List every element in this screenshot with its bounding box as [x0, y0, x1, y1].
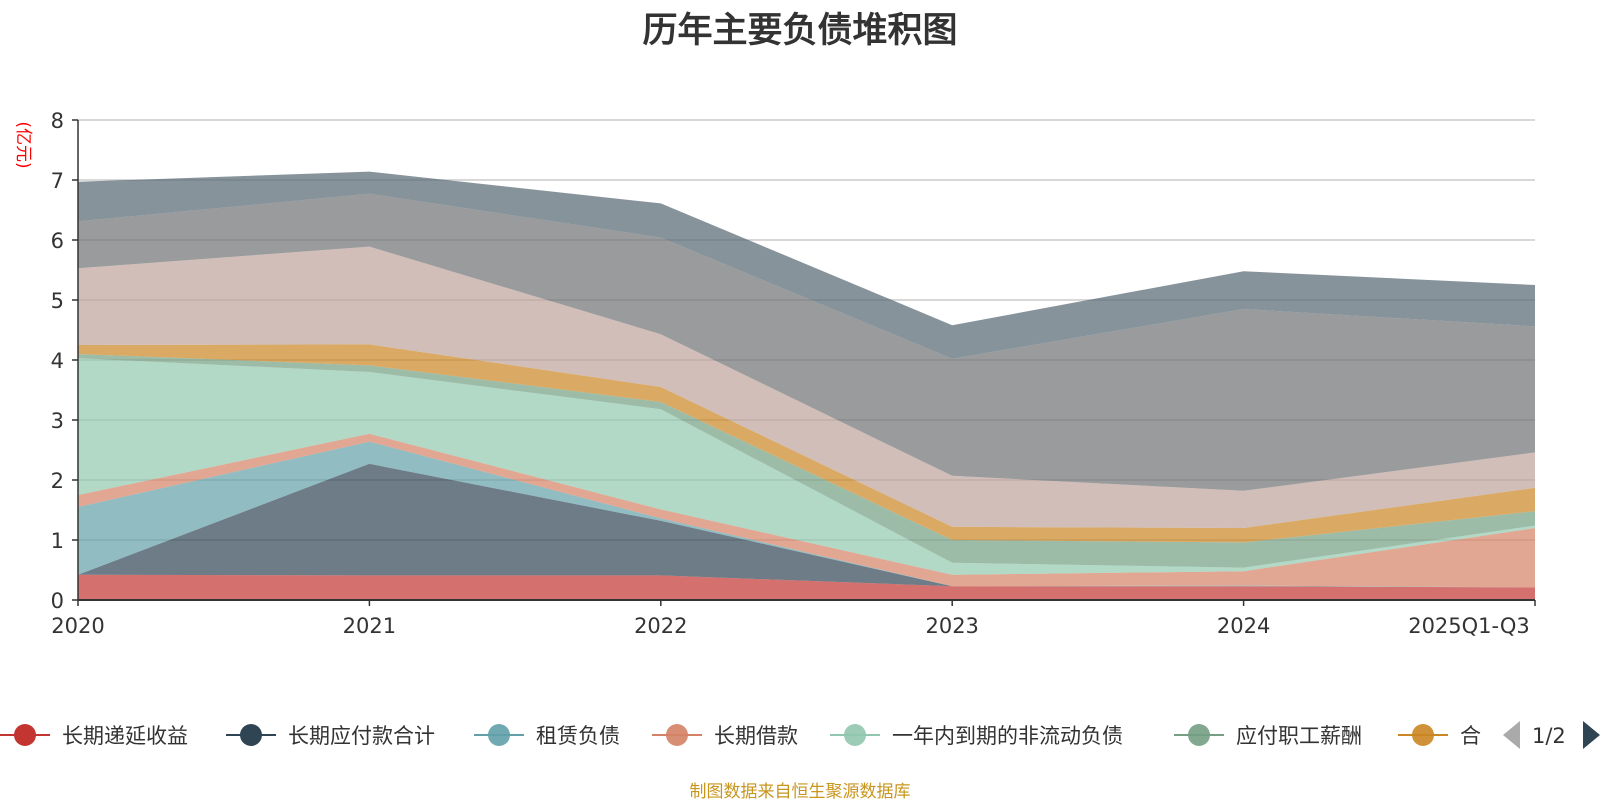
legend-label: 一年内到期的非流动负债: [892, 724, 1123, 748]
y-tick-label: 1: [51, 529, 64, 553]
legend-item-合[interactable]: 合: [1398, 724, 1481, 748]
legend: 长期递延收益 长期应付款合计 租赁负债 长期借款 一年内到期的非流动负债 应付职工薪酬 合 1…: [0, 721, 1600, 749]
legend-label: 长期递延收益: [62, 724, 188, 748]
area-series-应付票据及应付账款[interactable]: [78, 246, 1535, 528]
legend-label: 合: [1460, 724, 1481, 748]
legend-item-租赁负债[interactable]: 租赁负债: [474, 724, 620, 748]
y-tick-label: 8: [51, 109, 64, 133]
legend-marker-icon: [14, 724, 36, 746]
y-tick-label: 4: [51, 349, 64, 373]
x-tick-label: 2022: [634, 614, 687, 638]
x-tick-label: 2023: [925, 614, 978, 638]
chart-title: 历年主要负债堆积图: [642, 11, 958, 51]
legend-marker-icon: [844, 724, 866, 746]
y-tick-label: 3: [51, 409, 64, 433]
area-series-其他应付款合计[interactable]: [78, 171, 1535, 359]
y-tick-label: 0: [51, 589, 64, 613]
legend-label: 长期借款: [714, 724, 798, 748]
area-series-合同负债[interactable]: [78, 344, 1535, 543]
legend-item-一年内到期的非流动负债[interactable]: 一年内到期的非流动负债: [830, 724, 1123, 748]
axes: 0 1 2 3 4 5 6 7 8 2020 2021 2022 2023 2024 2025Q1-Q3: [51, 109, 1536, 638]
legend-marker-icon: [666, 724, 688, 746]
y-axis-unit-label: (亿元): [13, 121, 33, 168]
legend-label: 应付职工薪酬: [1236, 724, 1362, 748]
x-tick-label: 2025Q1-Q3: [1408, 614, 1530, 638]
legend-pager: 1/2: [1503, 721, 1600, 749]
area-series-一年内到期的非流动负债[interactable]: [78, 358, 1535, 575]
legend-marker-icon: [240, 724, 262, 746]
legend-item-应付职工薪酬[interactable]: 应付职工薪酬: [1174, 724, 1362, 748]
legend-label: 租赁负债: [536, 724, 620, 748]
area-series-短期借款[interactable]: [78, 193, 1535, 491]
x-tick-label: 2021: [343, 614, 396, 638]
data-source-note: 制图数据来自恒生聚源数据库: [689, 782, 911, 802]
legend-label: 长期应付款合计: [288, 724, 435, 748]
legend-prev-page-icon[interactable]: [1503, 721, 1520, 749]
area-series-应付职工薪酬[interactable]: [78, 354, 1535, 568]
legend-marker-icon: [1188, 724, 1210, 746]
y-tick-label: 2: [51, 469, 64, 493]
y-tick-label: 5: [51, 289, 64, 313]
area-series-长期应付款合计[interactable]: [78, 463, 1535, 588]
x-tick-label: 2020: [51, 614, 104, 638]
legend-marker-icon: [488, 724, 510, 746]
area-series: [78, 171, 1535, 600]
legend-page-indicator: 1/2: [1532, 724, 1566, 748]
area-series-长期递延收益[interactable]: [78, 574, 1535, 600]
x-tick-label: 2024: [1217, 614, 1270, 638]
y-tick-label: 7: [51, 169, 64, 193]
area-series-长期借款[interactable]: [78, 433, 1535, 588]
legend-item-长期应付款合计[interactable]: 长期应付款合计: [226, 724, 435, 748]
legend-next-page-icon[interactable]: [1583, 721, 1600, 749]
legend-item-长期借款[interactable]: 长期借款: [652, 724, 798, 748]
legend-marker-icon: [1412, 724, 1434, 746]
legend-item-长期递延收益[interactable]: 长期递延收益: [0, 724, 188, 748]
y-tick-label: 6: [51, 229, 64, 253]
